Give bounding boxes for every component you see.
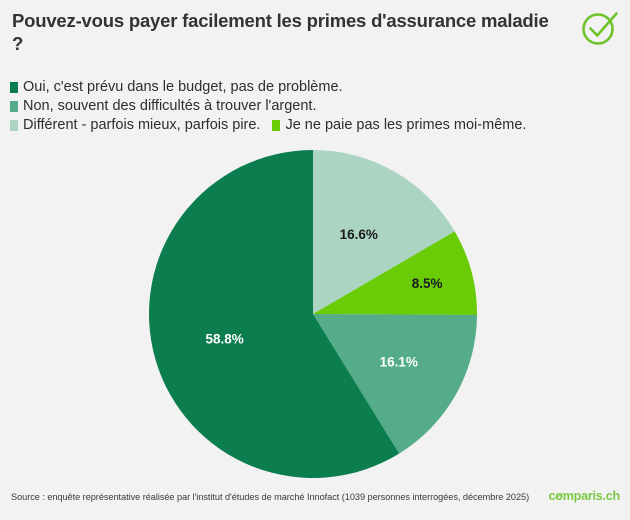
legend-swatch-nepaiepas: [272, 120, 281, 131]
legend-item-non: Non, souvent des difficultés à trouver l…: [10, 99, 316, 114]
legend-item-nepaiepas: Je ne paie pas les primes moi-même.: [272, 118, 526, 133]
footer: Source : enquête représentative réalisée…: [0, 480, 630, 520]
legend-label-nepaiepas: Je ne paie pas les primes moi-même.: [285, 117, 527, 134]
legend-swatch-non: [10, 101, 18, 112]
legend-line-1: Oui, c'est prévu dans le budget, pas de …: [10, 78, 620, 97]
pie-slice: [149, 150, 400, 478]
pie-slice-value-label: 16.1%: [380, 355, 418, 370]
page-title: Pouvez-vous payer facilement les primes …: [12, 10, 549, 54]
logo-prefix: c: [548, 489, 556, 503]
pie-chart-area: 16.6% 8.5% 16.1% 58.8%: [0, 140, 630, 480]
pie-slice-value-label: 58.8%: [205, 332, 243, 347]
legend-line-2: Non, souvent des difficultés à trouver l…: [10, 97, 620, 116]
legend-label-non: Non, souvent des difficultés à trouver l…: [23, 98, 317, 115]
legend-item-different: Différent - parfois mieux, parfois pire.: [10, 118, 260, 133]
check-circle-icon: [578, 6, 622, 50]
legend-swatch-oui: [10, 82, 18, 93]
comparis-logo[interactable]: comparis.ch: [548, 489, 621, 503]
pie-slice: [313, 150, 455, 314]
pie-slice-value-label: 8.5%: [412, 276, 443, 291]
source-note: Source : enquête représentative réalisée…: [11, 492, 530, 502]
legend-swatch-different: [10, 120, 18, 131]
legend-line-3: Différent - parfois mieux, parfois pire.…: [10, 116, 620, 135]
legend-label-oui: Oui, c'est prévu dans le budget, pas de …: [23, 79, 343, 96]
pie-value-labels: 16.6% 8.5% 16.1% 58.8%: [205, 227, 442, 370]
pie-slice-value-label: 16.6%: [340, 227, 378, 242]
legend-label-different: Différent - parfois mieux, parfois pire.: [23, 117, 261, 134]
pie-slice: [313, 231, 477, 316]
legend-item-oui: Oui, c'est prévu dans le budget, pas de …: [10, 80, 343, 95]
logo-o-glyph: o: [554, 489, 564, 503]
pie-chart: 16.6% 8.5% 16.1% 58.8%: [149, 150, 477, 478]
logo-suffix: mparis.ch: [562, 489, 620, 503]
pie-slice: [313, 314, 477, 454]
pie-slices: [149, 150, 477, 478]
header: Pouvez-vous payer facilement les primes …: [0, 0, 630, 55]
chart-legend: Oui, c'est prévu dans le budget, pas de …: [10, 78, 620, 135]
